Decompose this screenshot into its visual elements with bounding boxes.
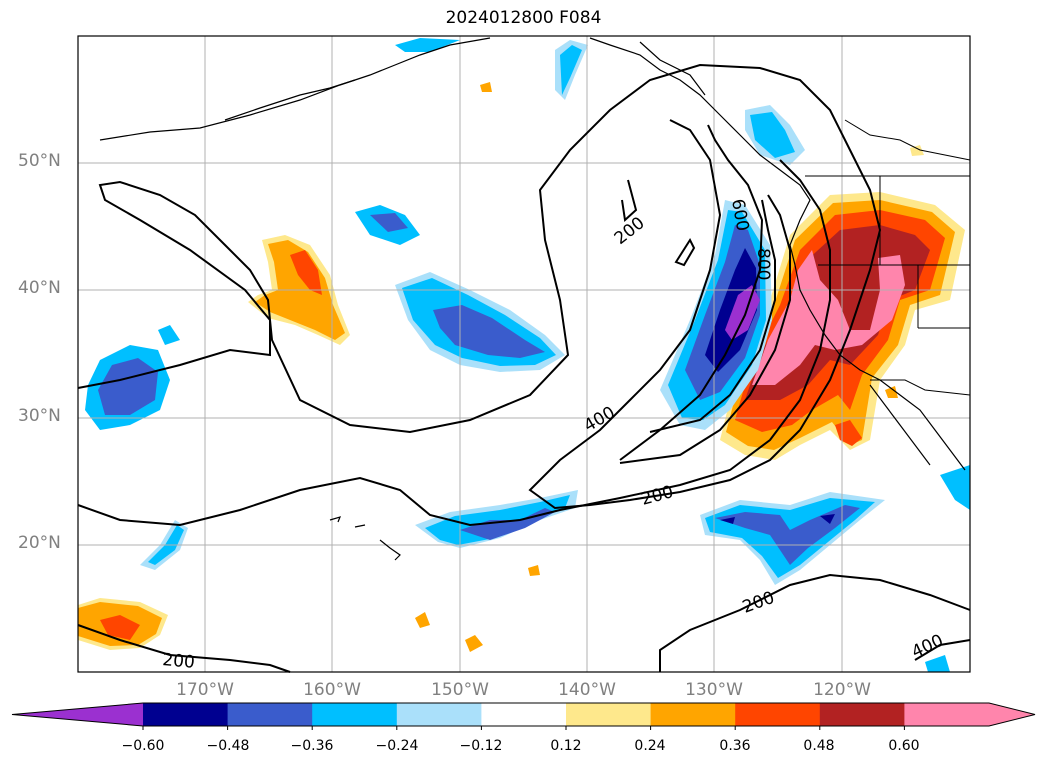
lon-label-130w: 130°W <box>685 680 743 700</box>
colorbar-segment <box>312 703 398 726</box>
lon-label-160w: 160°W <box>303 680 361 700</box>
colorbar-segment <box>566 703 652 726</box>
colorbar-tick-label: 0.24 <box>634 738 666 754</box>
colorbar-tick-label: −0.60 <box>121 738 165 754</box>
colorbar-extend-min <box>12 703 143 726</box>
coastlines <box>99 37 966 561</box>
colorbar-tick-label: −0.48 <box>206 738 250 754</box>
colorbar-segment <box>904 703 990 726</box>
colorbar-segment <box>735 703 821 726</box>
colorbar-segment <box>396 703 482 726</box>
map-title: 2024012800 F084 <box>445 8 602 28</box>
colorbar-extend-max <box>989 703 1035 726</box>
graticule <box>78 36 970 672</box>
colorbar-segment <box>481 703 567 726</box>
colorbar-tick-label: 0.36 <box>719 738 751 754</box>
contour-label-200-southwest: 200 <box>162 650 196 673</box>
colorbar-segment <box>819 703 905 726</box>
contour-lines <box>77 63 971 673</box>
colorbar-tick-label: 0.12 <box>550 738 582 754</box>
map-frame <box>77 35 971 673</box>
lon-label-120w: 120°W <box>813 680 871 700</box>
colorbar-segment <box>227 703 313 726</box>
lat-label-20n: 20°N <box>18 533 61 553</box>
colorbar-tick-label: −0.12 <box>459 738 503 754</box>
colorbar-segment <box>650 703 736 726</box>
colorbar <box>11 702 1036 730</box>
lon-label-150w: 150°W <box>431 680 489 700</box>
lat-label-50n: 50°N <box>18 151 61 171</box>
contour-label-800: 800 <box>753 248 773 280</box>
colorbar-tick-label: −0.24 <box>375 738 419 754</box>
filled-contours <box>78 38 970 672</box>
lon-label-170w: 170°W <box>176 680 234 700</box>
colorbar-segment <box>143 703 229 726</box>
lat-label-40n: 40°N <box>18 278 61 298</box>
lon-label-140w: 140°W <box>558 680 616 700</box>
colorbar-tick-label: 0.60 <box>888 738 920 754</box>
colorbar-tick-label: −0.36 <box>290 738 334 754</box>
political-borders <box>805 119 971 396</box>
colorbar-tick-label: 0.48 <box>803 738 835 754</box>
lat-label-30n: 30°N <box>18 406 61 426</box>
